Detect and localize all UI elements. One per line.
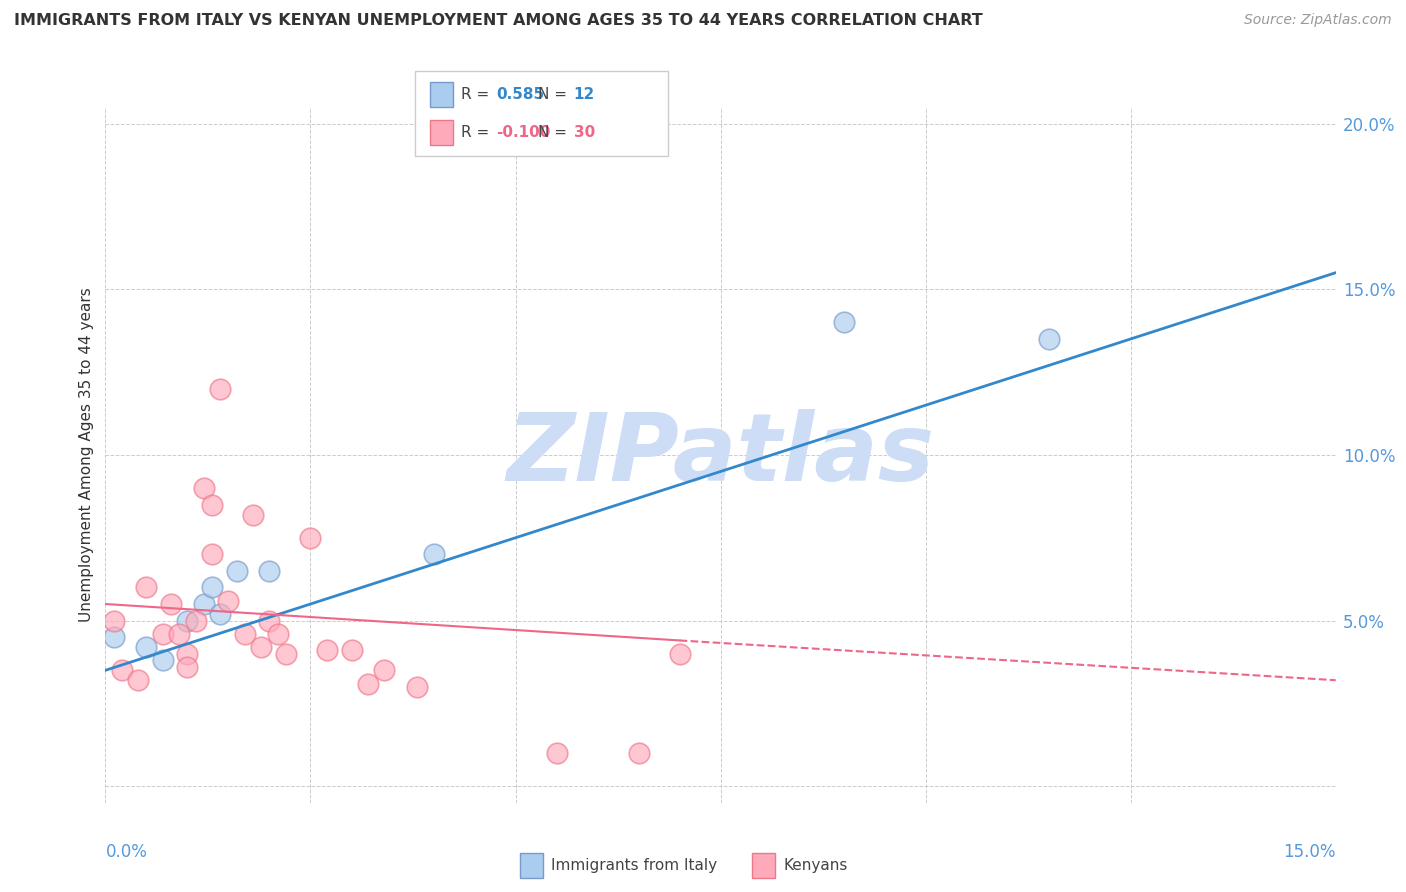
- Point: [169, 627, 191, 641]
- Point: [233, 627, 256, 641]
- Point: [127, 673, 149, 688]
- Text: R =: R =: [461, 125, 495, 140]
- Point: [218, 593, 240, 607]
- Text: N =: N =: [538, 87, 572, 103]
- Point: [668, 647, 690, 661]
- Point: [299, 531, 322, 545]
- Text: 30: 30: [574, 125, 595, 140]
- Text: 0.585: 0.585: [496, 87, 544, 103]
- Point: [242, 508, 264, 522]
- Text: 12: 12: [574, 87, 595, 103]
- Point: [209, 382, 232, 396]
- Point: [111, 663, 134, 677]
- Point: [135, 581, 157, 595]
- Text: Immigrants from Italy: Immigrants from Italy: [551, 858, 717, 872]
- Point: [152, 653, 174, 667]
- Point: [193, 481, 215, 495]
- Point: [201, 498, 224, 512]
- Text: 15.0%: 15.0%: [1284, 843, 1336, 861]
- Point: [422, 547, 444, 561]
- Text: IMMIGRANTS FROM ITALY VS KENYAN UNEMPLOYMENT AMONG AGES 35 TO 44 YEARS CORRELATI: IMMIGRANTS FROM ITALY VS KENYAN UNEMPLOY…: [14, 13, 983, 29]
- Y-axis label: Unemployment Among Ages 35 to 44 years: Unemployment Among Ages 35 to 44 years: [79, 287, 94, 623]
- Point: [201, 581, 224, 595]
- Text: -0.100: -0.100: [496, 125, 551, 140]
- Point: [103, 614, 125, 628]
- Text: N =: N =: [538, 125, 572, 140]
- Text: Source: ZipAtlas.com: Source: ZipAtlas.com: [1244, 13, 1392, 28]
- Point: [406, 680, 429, 694]
- Point: [201, 547, 224, 561]
- Text: Kenyans: Kenyans: [783, 858, 848, 872]
- Text: R =: R =: [461, 87, 495, 103]
- Point: [832, 315, 855, 329]
- Point: [357, 676, 380, 690]
- Point: [627, 746, 650, 760]
- Point: [1038, 332, 1060, 346]
- Point: [176, 614, 198, 628]
- Point: [259, 564, 281, 578]
- Point: [209, 607, 232, 621]
- Point: [316, 643, 339, 657]
- Point: [259, 614, 281, 628]
- Point: [193, 597, 215, 611]
- Point: [373, 663, 395, 677]
- Point: [160, 597, 183, 611]
- Point: [152, 627, 174, 641]
- Point: [274, 647, 297, 661]
- Point: [184, 614, 207, 628]
- Point: [340, 643, 363, 657]
- Text: 0.0%: 0.0%: [105, 843, 148, 861]
- Point: [103, 630, 125, 644]
- Point: [267, 627, 290, 641]
- Point: [225, 564, 247, 578]
- Point: [135, 640, 157, 654]
- Point: [250, 640, 273, 654]
- Point: [176, 660, 198, 674]
- Point: [176, 647, 198, 661]
- Text: ZIPatlas: ZIPatlas: [506, 409, 935, 501]
- Point: [546, 746, 568, 760]
